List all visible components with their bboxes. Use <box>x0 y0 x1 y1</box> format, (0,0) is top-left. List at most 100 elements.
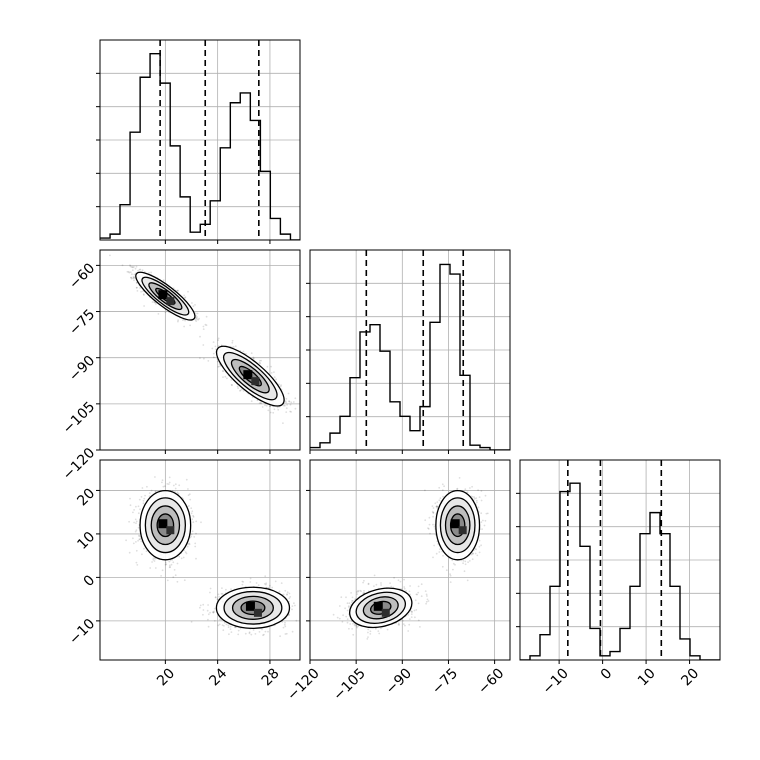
hist-bar-4 <box>350 378 360 450</box>
sample-point <box>289 410 291 413</box>
sample-point <box>167 483 170 485</box>
sample-point <box>129 271 132 274</box>
sample-point <box>279 635 281 638</box>
sample-point <box>148 492 151 494</box>
sample-point <box>134 267 137 270</box>
sample-point <box>190 533 193 536</box>
sample-point <box>164 485 166 488</box>
density-frame-0 <box>99 249 301 451</box>
sample-point <box>133 276 136 278</box>
sample-point <box>135 561 138 564</box>
sample-point <box>151 561 154 563</box>
sample-point <box>239 390 241 392</box>
sample-point <box>255 582 258 584</box>
hist-bar-8 <box>390 402 400 450</box>
sample-point <box>177 492 180 495</box>
sample-point <box>133 509 136 511</box>
sample-point <box>214 596 217 599</box>
sample-point <box>138 534 140 537</box>
sample-point <box>137 512 140 515</box>
sample-point <box>269 411 272 414</box>
sample-point <box>236 385 239 388</box>
sample-point <box>225 588 227 591</box>
sample-point <box>270 372 273 374</box>
sample-point <box>278 383 280 386</box>
sample-point <box>230 379 233 381</box>
sample-point <box>282 593 285 596</box>
sample-point <box>285 411 288 413</box>
sample-point <box>202 603 205 606</box>
sample-point <box>137 505 140 508</box>
histogram-panel-1 <box>306 249 511 454</box>
sample-point <box>187 290 189 293</box>
density-peak <box>245 601 255 611</box>
sample-point <box>286 594 288 596</box>
sample-point <box>138 535 141 538</box>
sample-point <box>283 623 286 626</box>
sample-point <box>136 564 139 566</box>
hist-bar-1 <box>320 443 330 450</box>
sample-point <box>225 623 228 626</box>
sample-point <box>141 553 143 556</box>
sample-point <box>168 560 171 563</box>
sample-point <box>143 294 145 296</box>
sample-point <box>148 495 151 498</box>
sample-point <box>237 633 240 636</box>
sample-point <box>196 317 198 320</box>
sample-point <box>128 551 131 554</box>
sample-point <box>241 580 244 583</box>
sample-point <box>142 290 144 293</box>
sample-point <box>217 593 220 596</box>
sample-point <box>166 579 169 582</box>
sample-point <box>168 566 171 569</box>
sample-point <box>291 605 294 607</box>
hist-bar-14 <box>450 274 460 450</box>
sample-point <box>153 301 156 303</box>
sample-point <box>155 303 157 305</box>
sample-point <box>253 357 255 360</box>
sample-point <box>133 273 136 276</box>
sample-point <box>250 400 253 403</box>
density-panel-0 <box>96 249 301 454</box>
sample-point <box>174 483 177 486</box>
sample-point <box>212 611 215 614</box>
sample-point <box>289 596 292 598</box>
sample-point <box>203 357 205 360</box>
hist-bar-7 <box>380 351 390 450</box>
density-peak <box>158 290 168 300</box>
sample-point <box>228 633 230 636</box>
sample-point <box>267 586 270 589</box>
sample-point <box>138 498 141 501</box>
sample-point <box>280 582 283 584</box>
sample-point <box>221 587 223 589</box>
sample-point <box>176 289 179 292</box>
sample-point <box>287 614 290 617</box>
sample-point <box>237 387 240 389</box>
sample-point <box>231 341 234 344</box>
sample-point <box>286 591 289 594</box>
hist-bar-6 <box>580 546 590 660</box>
sample-point <box>194 319 197 321</box>
sample-point <box>184 296 187 298</box>
sample-point <box>128 271 131 274</box>
hist-bar-14 <box>240 93 250 240</box>
sample-point <box>250 633 253 636</box>
sample-point <box>177 319 180 322</box>
sample-point <box>151 301 154 303</box>
sample-point <box>268 584 271 587</box>
sample-point <box>209 611 212 614</box>
sample-point <box>217 624 220 627</box>
sample-point <box>272 411 275 414</box>
sample-point <box>206 609 209 612</box>
sample-point <box>131 273 133 276</box>
sample-point <box>176 491 179 494</box>
sample-point <box>223 621 226 624</box>
sample-point <box>265 583 267 586</box>
hist-bar-9 <box>400 416 410 450</box>
sample-point <box>139 508 141 511</box>
sample-point <box>260 402 262 405</box>
sample-point <box>242 350 245 353</box>
sample-point <box>152 557 155 559</box>
sample-point <box>127 270 130 273</box>
sample-point <box>132 266 134 269</box>
